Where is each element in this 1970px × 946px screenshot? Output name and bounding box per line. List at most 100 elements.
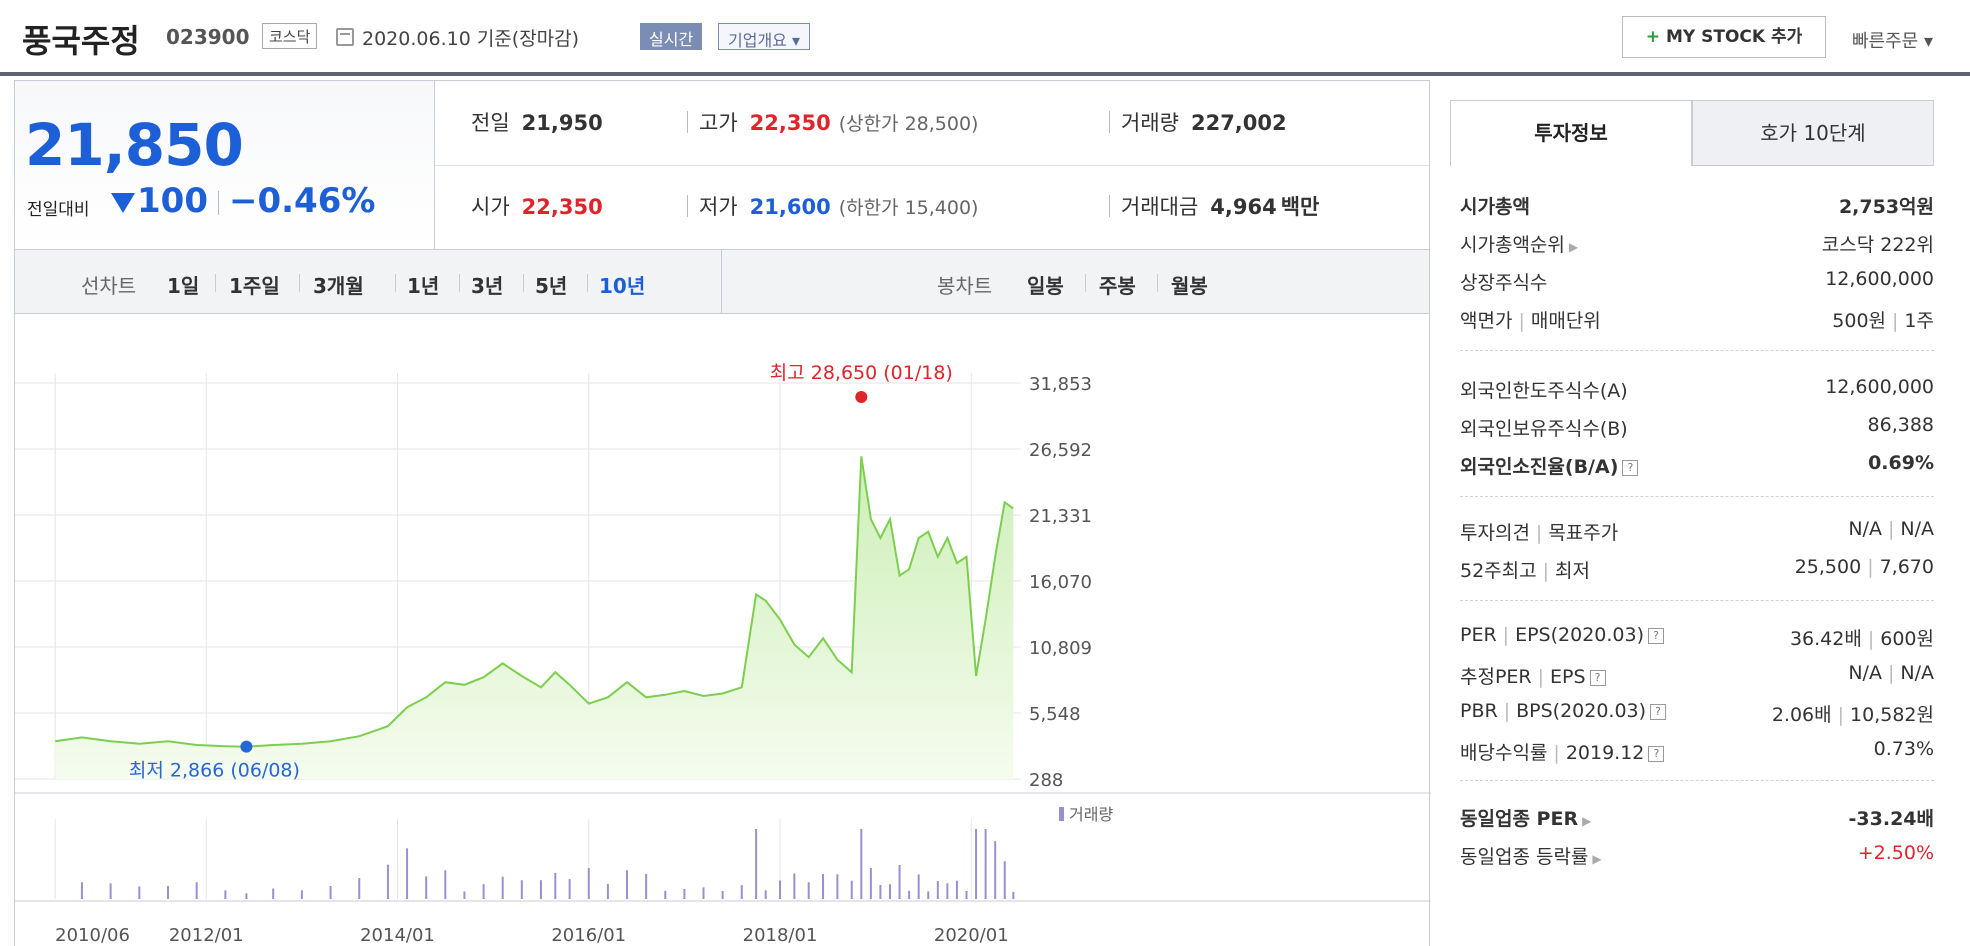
low52-value: 7,670 (1879, 556, 1934, 578)
help-icon[interactable]: ? (1589, 669, 1606, 686)
period-10y[interactable]: 10년 (599, 274, 646, 298)
header-bar: 풍국주정 023900 코스닥 2020.06.10 기준(장마감) 실시간 기… (0, 0, 1970, 76)
volume-bar (822, 874, 825, 899)
volume-bar (764, 890, 767, 899)
min-point (240, 740, 253, 753)
foreign-limit-value: 12,600,000 (1825, 376, 1934, 398)
candle-weekly[interactable]: 주봉 (1099, 274, 1136, 298)
realtime-button[interactable]: 실시간 (640, 23, 703, 50)
volume-bar (898, 865, 901, 899)
max-point (855, 391, 868, 403)
candle-daily[interactable]: 일봉 (1027, 274, 1064, 298)
range52-row: 52주최고 | 최저 25,500 | 7,670 (1460, 556, 1934, 582)
section-divider (1460, 350, 1934, 351)
period-1y[interactable]: 1년 (407, 274, 440, 298)
volume-bar (554, 872, 557, 899)
foreign-hold-row: 외국인보유주식수(B) 86,388 (1460, 414, 1934, 441)
volume-bar (245, 893, 248, 899)
per-row: PER | EPS(2020.03)? 36.42배 | 600원 (1460, 624, 1934, 650)
help-icon[interactable]: ? (1622, 459, 1639, 476)
period-1d[interactable]: 1일 (167, 274, 200, 298)
volume-bar (358, 878, 361, 899)
tab-order-book[interactable]: 호가 10단계 (1692, 100, 1934, 166)
divider (587, 274, 588, 292)
eps-label: EPS(2020.03) (1515, 624, 1644, 646)
volume-bar (138, 886, 141, 899)
diff-amount: 100 (137, 181, 208, 221)
help-icon[interactable]: ? (1648, 745, 1665, 762)
volume-bar (755, 829, 758, 899)
period-5y[interactable]: 5년 (535, 274, 568, 298)
volume-bar (195, 882, 198, 899)
industry-per-row[interactable]: 동일업종 PER ▶ -33.24배 (1460, 804, 1934, 831)
market-cap-value: 2,753억원 (1838, 196, 1934, 218)
eps-value: 600원 (1880, 628, 1934, 650)
period-1w[interactable]: 1주일 (229, 274, 280, 298)
volume-bar (946, 883, 949, 899)
volume-label: 거래량 (1121, 111, 1179, 135)
est-per-label: 추정PER (1460, 666, 1532, 688)
est-per-value: N/A (1848, 662, 1882, 684)
est-eps-value: N/A (1900, 662, 1934, 684)
market-cap-rank-row[interactable]: 시가총액순위 ▶ 코스닥 222위 (1460, 230, 1934, 257)
help-icon[interactable]: ? (1648, 627, 1664, 644)
help-icon[interactable]: ? (1650, 703, 1667, 720)
trade-unit-value: 1주 (1904, 310, 1934, 332)
period-3y[interactable]: 3년 (471, 274, 504, 298)
foreign-rate-row: 외국인소진율(B/A)? 0.69% (1460, 452, 1934, 479)
y-tick-label: 26,592 (1029, 440, 1092, 461)
volume-bar (984, 829, 987, 899)
divider (215, 274, 216, 292)
volume-bar (721, 890, 724, 899)
industry-change-row[interactable]: 동일업종 등락률 ▶ +2.50% (1460, 842, 1934, 869)
volume-bar (955, 880, 958, 899)
diff-label: 전일대비 (27, 200, 90, 220)
low52-label: 최저 (1555, 560, 1590, 582)
period-3m[interactable]: 3개월 (313, 274, 364, 298)
prev-close: 전일 21,950 (471, 107, 603, 137)
amount-label: 거래대금 (1121, 195, 1199, 219)
section-divider (1460, 496, 1934, 497)
tab-invest-info[interactable]: 투자정보 (1450, 100, 1692, 166)
opinion-row: 투자의견 | 목표주가 N/A | N/A (1460, 518, 1934, 544)
industry-per-label: 동일업종 PER (1460, 808, 1579, 830)
high52-label: 52주최고 (1460, 560, 1537, 582)
volume-bar (272, 888, 275, 899)
volume-bar (793, 873, 796, 899)
volume-bar (888, 884, 891, 899)
est-per-row: 추정PER | EPS? N/A | N/A (1460, 662, 1934, 688)
high-label: 고가 (699, 111, 738, 135)
pbr-value: 2.06배 (1771, 704, 1832, 726)
foreign-rate-value: 0.69% (1868, 452, 1934, 474)
opinion-values: N/A | N/A (1848, 518, 1934, 540)
amount-unit: 백만 (1280, 195, 1320, 219)
max-annotation: 최고 28,650 (01/18) (770, 362, 953, 384)
volume-bar (702, 887, 705, 899)
market-cap-row: 시가총액 2,753억원 (1460, 192, 1934, 219)
upper-limit: (상한가 28,500) (838, 113, 979, 135)
est-per-values: N/A | N/A (1848, 662, 1934, 684)
volume-bar (1003, 861, 1006, 899)
volume: 거래량 227,002 (1121, 107, 1287, 137)
volume-bar (568, 879, 571, 899)
current-price: 21,850 (25, 111, 244, 179)
dividend-label: 배당수익률 (1460, 742, 1548, 764)
divider (523, 274, 524, 292)
volume-bar (520, 880, 523, 899)
quick-order-dropdown[interactable]: 빠른주문 ▾ (1852, 31, 1933, 52)
price-chart-area: 31,853 26,592 21,331 16,070 10,809 5,548 288 20… (14, 314, 1431, 946)
volume-bar (501, 876, 504, 899)
open-value: 22,350 (521, 195, 603, 219)
y-tick-label: 16,070 (1029, 572, 1092, 593)
lower-limit: (하한가 15,400) (838, 197, 979, 219)
trade-amount: 거래대금 4,964 백만 (1121, 191, 1319, 221)
calendar-icon (336, 28, 354, 46)
x-tick-label: 2018/01 (743, 925, 818, 946)
candle-monthly[interactable]: 월봉 (1171, 274, 1208, 298)
price-chart[interactable]: 31,853 26,592 21,331 16,070 10,809 5,548 288 20… (15, 314, 1431, 946)
industry-per-value: -33.24배 (1848, 808, 1934, 830)
base-date: 2020.06.10 기준(장마감) (362, 28, 580, 50)
corp-info-dropdown[interactable]: 기업개요 ▾ (718, 23, 810, 50)
volume-bar (80, 882, 83, 899)
add-mystock-button[interactable]: + MY STOCK 추가 (1622, 16, 1826, 58)
